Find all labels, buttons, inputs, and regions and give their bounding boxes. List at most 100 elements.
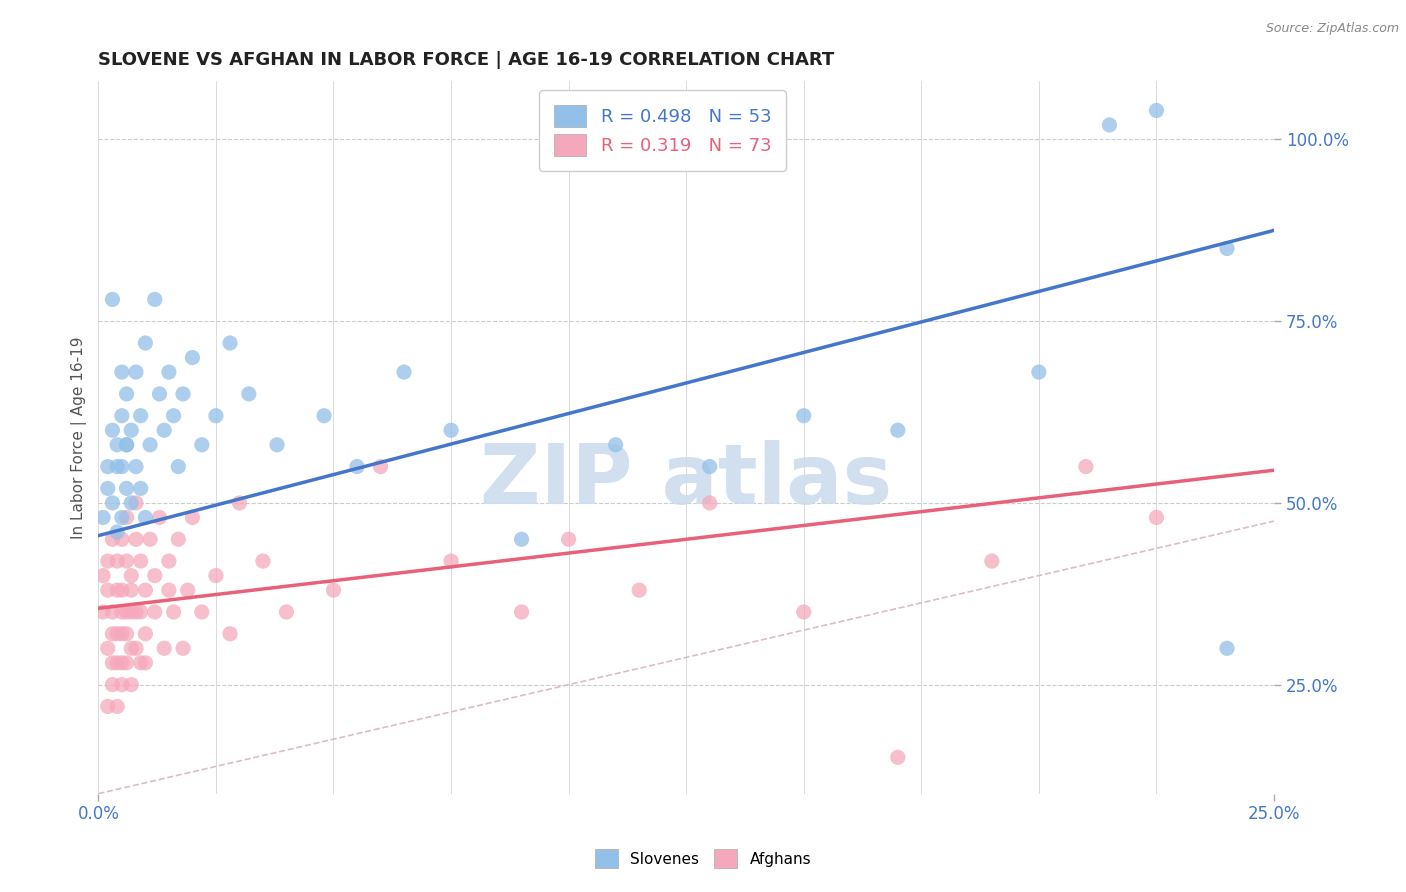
Point (105, 554, 128, 568)
Legend: R = 0.498   N = 53, R = 0.319   N = 73: R = 0.498 N = 53, R = 0.319 N = 73 (540, 90, 786, 170)
Point (191, 438, 214, 452)
Point (120, 496, 142, 510)
Point (115, 387, 138, 401)
Point (129, 482, 152, 496)
Point (134, 336, 156, 351)
Point (139, 533, 162, 547)
Point (125, 365, 148, 379)
Point (105, 459, 128, 474)
Point (312, 409, 335, 423)
Point (101, 293, 124, 307)
Point (91, 568, 114, 582)
Point (143, 293, 166, 307)
Legend: Slovenes, Afghans: Slovenes, Afghans (588, 841, 818, 875)
Point (91, 510, 114, 524)
Point (129, 656, 152, 670)
Point (101, 626, 124, 640)
Point (219, 626, 242, 640)
Point (120, 423, 142, 437)
Point (115, 438, 138, 452)
Point (143, 605, 166, 619)
Point (120, 641, 142, 656)
Point (157, 365, 180, 379)
Point (134, 583, 156, 598)
Point (153, 423, 176, 437)
Point (115, 438, 138, 452)
Point (157, 583, 180, 598)
Point (125, 533, 148, 547)
Point (252, 554, 274, 568)
Point (139, 438, 162, 452)
Point (228, 496, 250, 510)
Point (111, 409, 134, 423)
Point (172, 641, 194, 656)
Point (111, 459, 134, 474)
Point (793, 409, 815, 423)
Point (134, 656, 156, 670)
Point (510, 605, 533, 619)
Text: Source: ZipAtlas.com: Source: ZipAtlas.com (1265, 22, 1399, 36)
Point (153, 641, 176, 656)
Point (181, 351, 204, 365)
Point (115, 626, 138, 640)
Point (125, 496, 148, 510)
Y-axis label: In Labor Force | Age 16-19: In Labor Force | Age 16-19 (72, 336, 87, 539)
Point (1074, 459, 1097, 474)
Point (699, 496, 721, 510)
Point (101, 533, 124, 547)
Point (111, 605, 134, 619)
Point (125, 459, 148, 474)
Point (120, 605, 142, 619)
Point (1216, 242, 1239, 256)
Point (115, 510, 138, 524)
Point (97, 554, 120, 568)
Point (97, 482, 120, 496)
Point (177, 583, 200, 598)
Point (105, 656, 128, 670)
Point (322, 583, 344, 598)
Point (105, 626, 128, 640)
Point (276, 605, 298, 619)
Point (105, 524, 128, 539)
Point (440, 423, 463, 437)
Point (101, 678, 124, 692)
Point (111, 510, 134, 524)
Point (440, 554, 463, 568)
Point (143, 568, 166, 582)
Point (157, 554, 180, 568)
Point (191, 605, 214, 619)
Point (115, 656, 138, 670)
Point (205, 568, 228, 582)
Point (266, 438, 288, 452)
Point (1146, 510, 1168, 524)
Point (111, 626, 134, 640)
Point (125, 605, 148, 619)
Point (238, 387, 260, 401)
Point (97, 459, 120, 474)
Point (181, 510, 204, 524)
Point (167, 459, 190, 474)
Point (120, 583, 142, 598)
Point (105, 438, 128, 452)
Point (101, 423, 124, 437)
Point (219, 336, 242, 351)
Point (392, 365, 415, 379)
Point (510, 533, 533, 547)
Point (887, 750, 910, 764)
Point (370, 459, 392, 474)
Text: SLOVENE VS AFGHAN IN LABOR FORCE | AGE 16-19 CORRELATION CHART: SLOVENE VS AFGHAN IN LABOR FORCE | AGE 1… (98, 51, 835, 69)
Point (162, 605, 184, 619)
Point (120, 678, 142, 692)
Point (129, 605, 152, 619)
Point (148, 387, 170, 401)
Point (148, 510, 170, 524)
Point (980, 554, 1002, 568)
Point (115, 605, 138, 619)
Point (1146, 103, 1168, 118)
Point (134, 510, 156, 524)
Point (105, 699, 128, 714)
Point (162, 409, 184, 423)
Point (101, 656, 124, 670)
Point (91, 605, 114, 619)
Point (111, 678, 134, 692)
